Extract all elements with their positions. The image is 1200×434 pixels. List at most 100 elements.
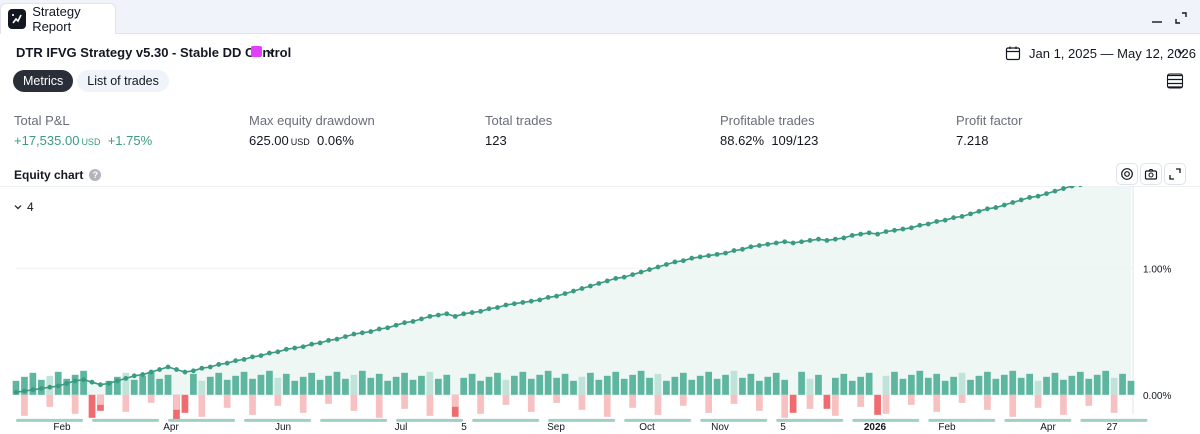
profit-bar	[646, 377, 653, 395]
chart-settings-button[interactable]	[1116, 163, 1138, 185]
profit-bar	[561, 373, 569, 395]
x-tick-label: Jun	[275, 422, 291, 433]
equity-point	[182, 369, 188, 375]
profit-bar	[460, 377, 468, 395]
trade-band-segment	[472, 418, 540, 422]
equity-point	[875, 231, 880, 237]
equity-point	[292, 345, 298, 351]
trade-band-segment	[320, 418, 388, 422]
equity-point	[55, 383, 61, 389]
equity-point	[807, 238, 813, 243]
profit-bar	[815, 374, 822, 395]
zoom-selector[interactable]: 4	[13, 198, 34, 216]
strategy-name[interactable]: DTR IFVG Strategy v5.30 - Stable DD Cont…	[16, 45, 292, 60]
profit-bar	[891, 371, 898, 395]
trade-band-segment	[852, 418, 920, 422]
profit-bar	[688, 379, 696, 395]
profit-factor-value: 7.218	[956, 133, 989, 148]
drawdown-bar	[21, 394, 28, 416]
date-range-picker[interactable]: Jan 1, 2025 — May 12, 2026	[1005, 42, 1196, 64]
equity-point	[900, 226, 906, 232]
equity-chart[interactable]: 0.00%1.00%1.75%FebAprJunJul5SepOctNov520…	[0, 186, 1200, 434]
profit-bar	[105, 380, 113, 395]
equity-point	[773, 240, 779, 246]
max-dd-pct: 0.06%	[317, 133, 354, 148]
profit-bar	[975, 375, 983, 395]
profit-bar	[696, 375, 704, 395]
trade-band-segment	[548, 418, 616, 422]
drawdown-bar	[299, 394, 307, 413]
equity-point	[908, 225, 914, 231]
layout-menu-icon[interactable]	[1166, 73, 1184, 89]
drawdown-bar	[451, 394, 459, 407]
x-tick-label: 27	[1106, 422, 1118, 433]
profit-bar	[71, 374, 79, 395]
drawdown-bar	[97, 394, 104, 405]
fullscreen-button[interactable]	[1164, 163, 1186, 185]
equity-point	[1010, 200, 1016, 205]
equity-point	[1061, 186, 1066, 191]
profit-bar	[755, 380, 763, 395]
equity-point	[435, 312, 441, 318]
profit-bar	[654, 373, 662, 395]
equity-point	[672, 259, 678, 265]
maximize-button[interactable]	[1172, 9, 1190, 27]
screenshot-button[interactable]	[1140, 163, 1162, 185]
equity-point	[511, 301, 517, 307]
profit-bar	[198, 380, 206, 395]
equity-point	[165, 364, 171, 370]
minimize-button[interactable]	[1148, 9, 1166, 27]
trade-band-segment	[1080, 418, 1148, 422]
currency-unit: USD	[290, 137, 310, 147]
equity-point	[1035, 193, 1041, 199]
profit-bar	[29, 372, 37, 395]
equity-point	[131, 373, 137, 379]
equity-point	[883, 229, 889, 234]
profit-bar	[772, 372, 780, 395]
profit-bar	[156, 378, 163, 395]
equity-point	[740, 246, 745, 252]
profit-bar	[806, 378, 814, 395]
profit-bar	[882, 375, 890, 395]
profit-bar	[544, 370, 552, 395]
profit-bar	[358, 370, 366, 395]
drawdown-bar	[832, 394, 839, 416]
equity-point	[207, 364, 213, 370]
equity-point	[250, 354, 255, 360]
drawdown-bar	[375, 394, 383, 418]
chevron-down-icon[interactable]	[1175, 46, 1187, 58]
profit-bar	[941, 380, 949, 395]
metric-label: Total P&L	[14, 113, 70, 128]
tab-metrics[interactable]: Metrics	[13, 70, 74, 92]
equity-point	[1027, 195, 1033, 200]
drawdown-bar	[882, 394, 890, 414]
help-icon[interactable]: ?	[89, 169, 102, 181]
settings-icon	[1121, 168, 1133, 180]
tab-list-of-trades[interactable]: List of trades	[77, 70, 169, 92]
profit-bar	[215, 372, 223, 395]
drawdown-bar	[755, 394, 763, 411]
profit-bar	[553, 377, 560, 395]
metric-label: Profit factor	[956, 113, 1023, 128]
profit-bar	[291, 380, 299, 395]
profit-bar	[848, 380, 856, 395]
profit-bar	[840, 373, 848, 395]
equity-point	[790, 240, 796, 246]
equity-point	[604, 278, 610, 284]
drawdown-bar	[249, 394, 256, 415]
loss-bar	[181, 394, 189, 413]
drawdown-bar	[477, 394, 484, 414]
profit-bar	[764, 376, 772, 395]
profit-bar	[249, 378, 256, 395]
drawdown-bar	[781, 394, 789, 418]
drawdown-bar	[325, 394, 332, 404]
metric-value: 88.62% 109/123	[720, 133, 818, 148]
profit-bar	[899, 378, 907, 395]
profit-bar	[612, 371, 620, 395]
chevron-down-icon[interactable]	[265, 46, 277, 58]
equity-point	[731, 248, 737, 253]
profit-bar	[418, 375, 425, 395]
equity-point	[545, 294, 551, 300]
trade-band-segment	[92, 418, 160, 422]
tab-strategy-report[interactable]: Strategy Report	[0, 3, 116, 34]
